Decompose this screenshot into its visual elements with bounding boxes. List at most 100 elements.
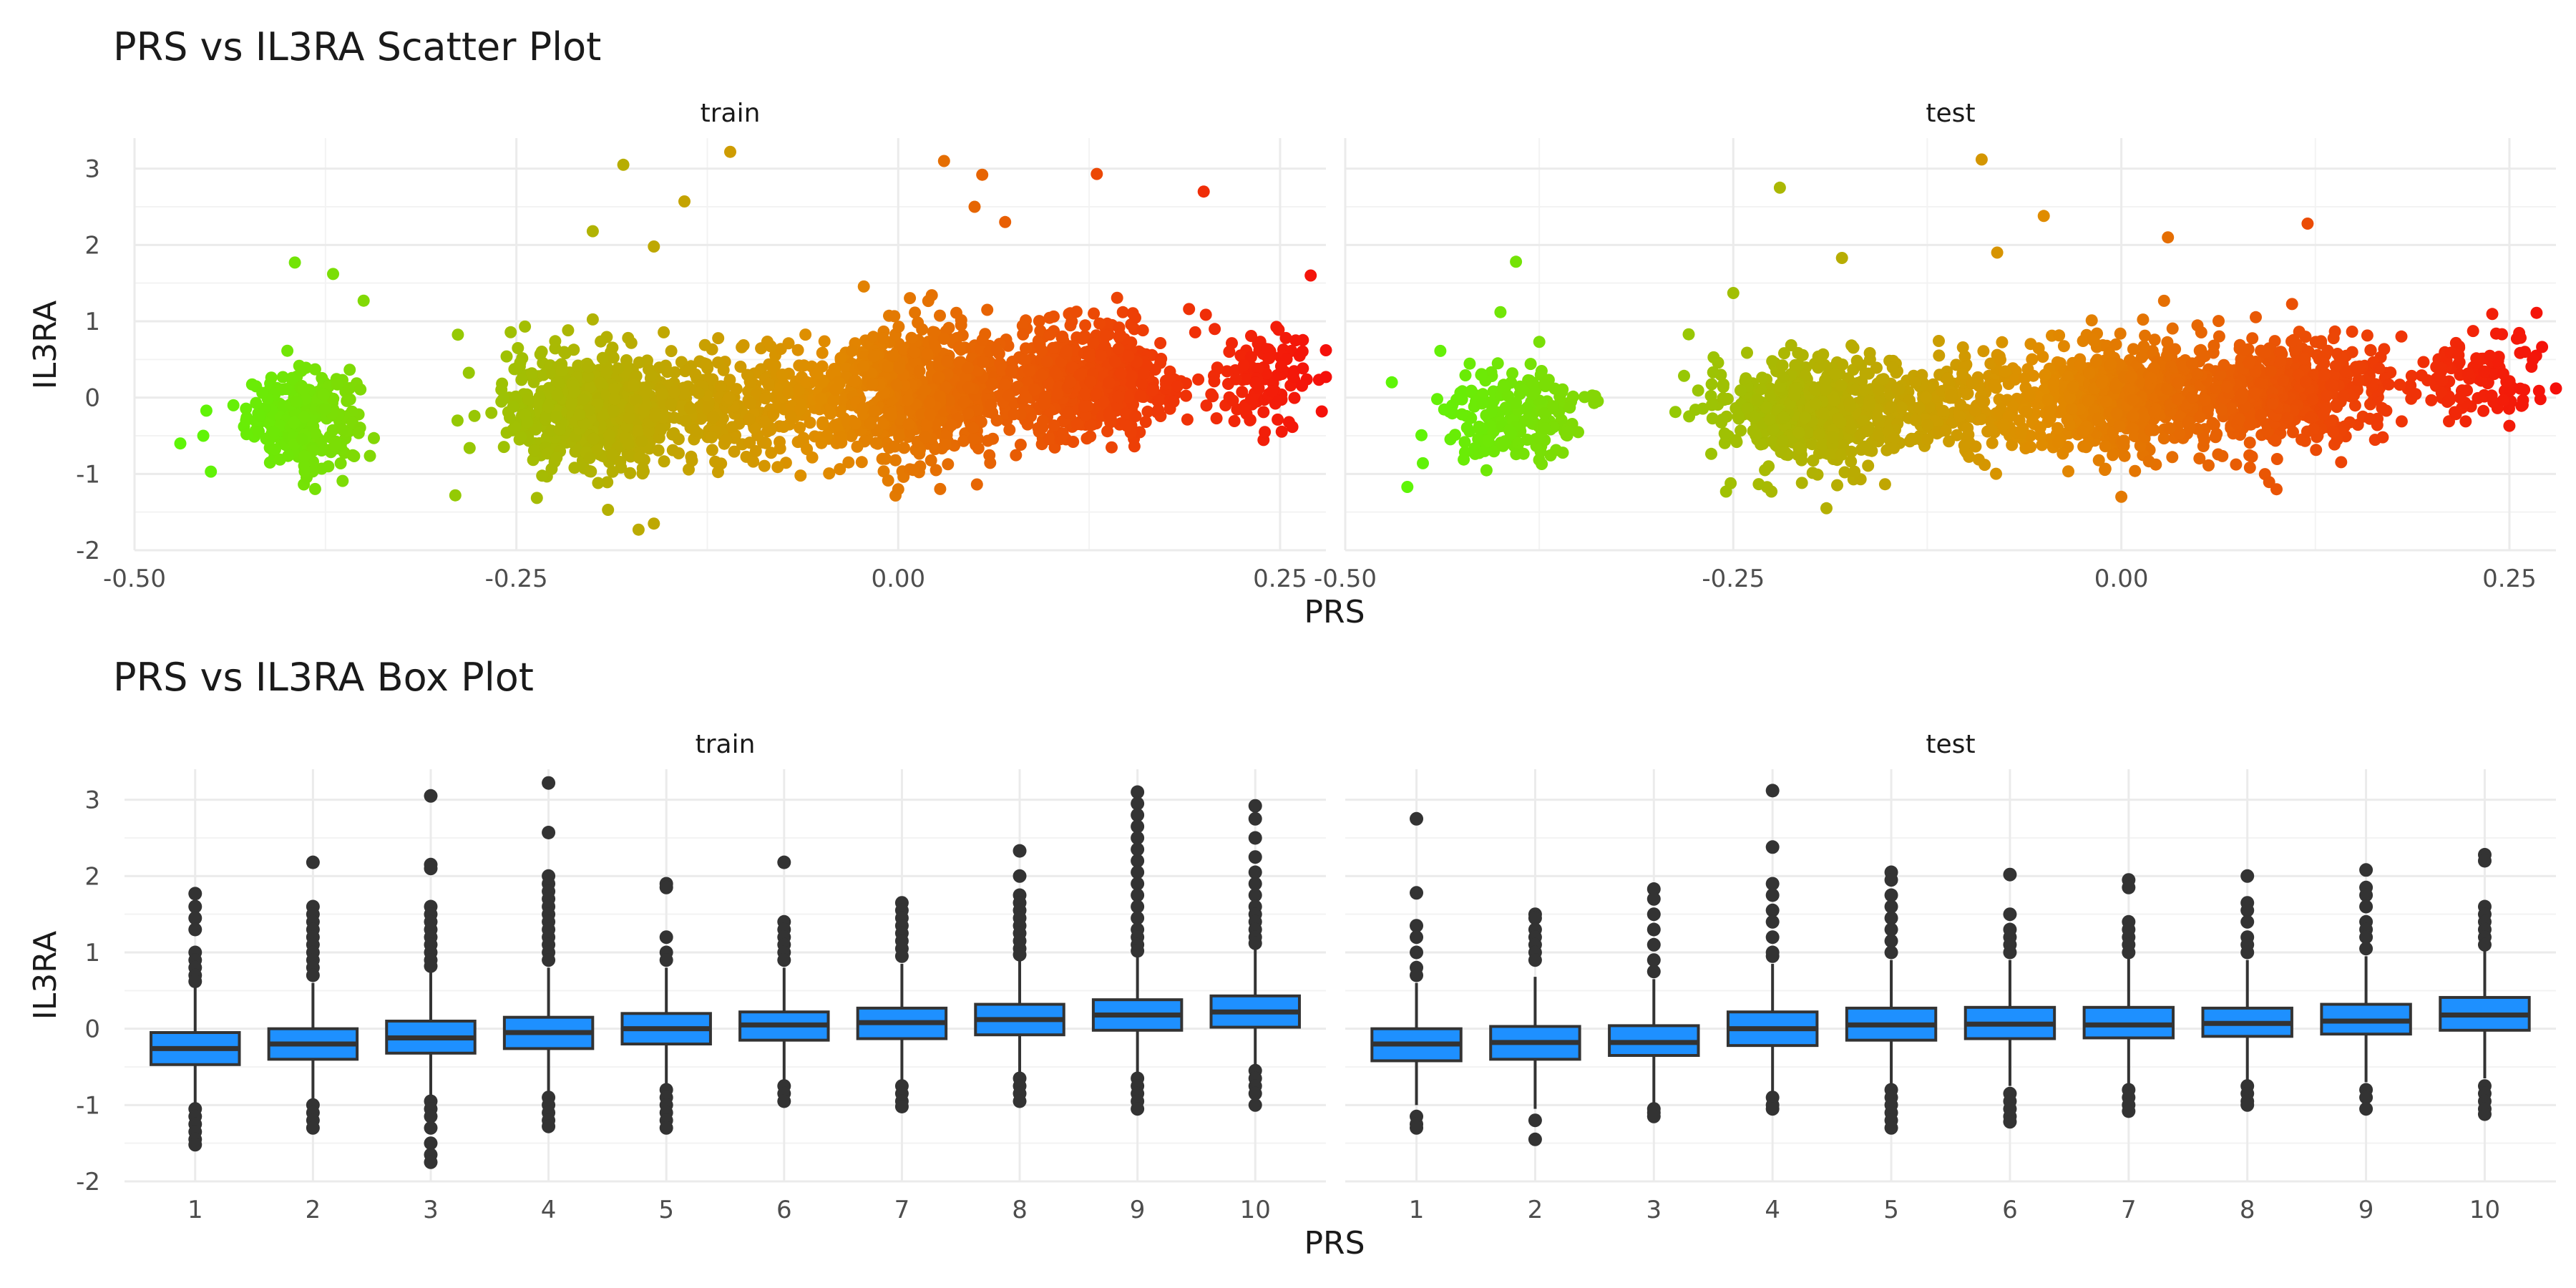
scatter-point xyxy=(737,339,750,351)
scatter-point xyxy=(2304,411,2317,424)
scatter-point xyxy=(1790,382,1803,394)
scatter-point xyxy=(939,439,952,452)
scatter-point xyxy=(542,401,555,414)
scatter-point xyxy=(1774,380,1787,393)
scatter-point xyxy=(758,459,771,472)
scatter-points xyxy=(1385,153,2562,514)
scatter-point xyxy=(884,406,897,419)
scatter-point xyxy=(1458,436,1471,449)
scatter-point xyxy=(923,396,936,409)
scatter-point xyxy=(1896,401,1908,414)
scatter-point xyxy=(2107,449,2119,462)
scatter-point xyxy=(845,429,858,442)
scatter-point xyxy=(552,376,565,389)
scatter-point xyxy=(1863,400,1875,413)
scatter-point xyxy=(200,404,213,417)
scatter-point xyxy=(2449,406,2461,419)
scatter-point xyxy=(744,397,757,410)
x-tick-label: 0.00 xyxy=(871,565,925,593)
scatter-point xyxy=(288,256,301,269)
scatter-point xyxy=(1799,411,1812,424)
x-tick-label: 4 xyxy=(541,1196,557,1224)
scatter-point xyxy=(1862,459,1875,472)
scatter-point xyxy=(2394,379,2406,391)
scatter-point xyxy=(816,418,829,431)
x-tick-label: -0.25 xyxy=(485,565,548,593)
scatter-point xyxy=(1885,401,1898,414)
scatter-point xyxy=(916,323,929,336)
scatter-point xyxy=(1517,384,1530,397)
scatter-point xyxy=(1988,379,2001,391)
scatter-point xyxy=(2287,426,2299,439)
scatter-point xyxy=(957,396,970,409)
scatter-point xyxy=(970,478,983,491)
scatter-point xyxy=(1038,398,1051,410)
box-3 xyxy=(385,789,477,1169)
scatter-point xyxy=(886,349,899,362)
scatter-point xyxy=(1994,353,2006,366)
scatter-point xyxy=(1735,424,1747,437)
scatter-point xyxy=(800,376,813,389)
scatter-point xyxy=(1043,311,1056,324)
scatter-point xyxy=(1732,410,1745,423)
scatter-point xyxy=(1923,401,1936,414)
scatter-point xyxy=(834,405,847,418)
scatter-point xyxy=(1488,445,1501,458)
scatter-point xyxy=(1008,408,1020,421)
scatter-point xyxy=(2114,327,2127,340)
scatter-point xyxy=(2277,374,2290,387)
scatter-point xyxy=(1795,477,1808,489)
scatter-point xyxy=(665,398,678,410)
scatter-point xyxy=(723,374,736,386)
scatter-point xyxy=(2115,490,2128,503)
scatter-point xyxy=(840,362,853,375)
scatter-point xyxy=(1984,357,1997,370)
scatter-point xyxy=(1939,424,1952,437)
scatter-point xyxy=(2051,421,2064,434)
scatter-point xyxy=(2485,389,2498,402)
scatter-point xyxy=(1266,385,1279,398)
scatter-point xyxy=(1556,447,1569,459)
scatter-point xyxy=(1087,337,1100,349)
scatter-point xyxy=(1003,424,1016,436)
scatter-point xyxy=(1826,431,1839,444)
x-tick-label: 0.25 xyxy=(2482,565,2537,593)
scatter-point xyxy=(2373,362,2386,375)
scatter-point xyxy=(1717,381,1729,394)
scatter-point xyxy=(784,410,797,423)
scatter-point xyxy=(2129,464,2142,477)
y-tick-label: -1 xyxy=(76,460,100,489)
scatter-point xyxy=(1785,339,1797,351)
scatter-point xyxy=(2186,357,2198,370)
scatter-point xyxy=(2329,360,2342,372)
scatter-point xyxy=(1122,350,1135,363)
scatter-point xyxy=(592,477,605,489)
scatter-point xyxy=(1751,394,1764,406)
scatter-point xyxy=(2310,444,2323,457)
scatter-point xyxy=(2127,410,2140,423)
scatter-point xyxy=(2199,394,2212,406)
scatter-point xyxy=(999,378,1012,391)
scatter-point xyxy=(1704,389,1717,402)
scatter-point xyxy=(1270,321,1283,333)
scatter-point xyxy=(2475,374,2487,387)
scatter-point xyxy=(2327,426,2340,439)
scatter-point xyxy=(1287,371,1299,383)
scatter-point xyxy=(553,423,566,436)
scatter-point xyxy=(2139,329,2152,342)
scatter-point xyxy=(1286,421,1299,434)
scatter-point xyxy=(205,465,218,478)
scatter-point xyxy=(197,429,210,442)
scatter-point xyxy=(527,454,540,467)
scatter-point xyxy=(1136,324,1149,337)
scatter-point xyxy=(364,449,376,462)
scatter-point xyxy=(877,417,890,429)
scatter-point xyxy=(585,381,597,394)
scatter-point xyxy=(1090,388,1103,401)
scatter-point xyxy=(1197,185,1210,198)
scatter-point xyxy=(1021,418,1034,431)
scatter-point xyxy=(1886,361,1899,374)
scatter-point xyxy=(532,398,545,410)
scatter-point xyxy=(1538,407,1551,420)
